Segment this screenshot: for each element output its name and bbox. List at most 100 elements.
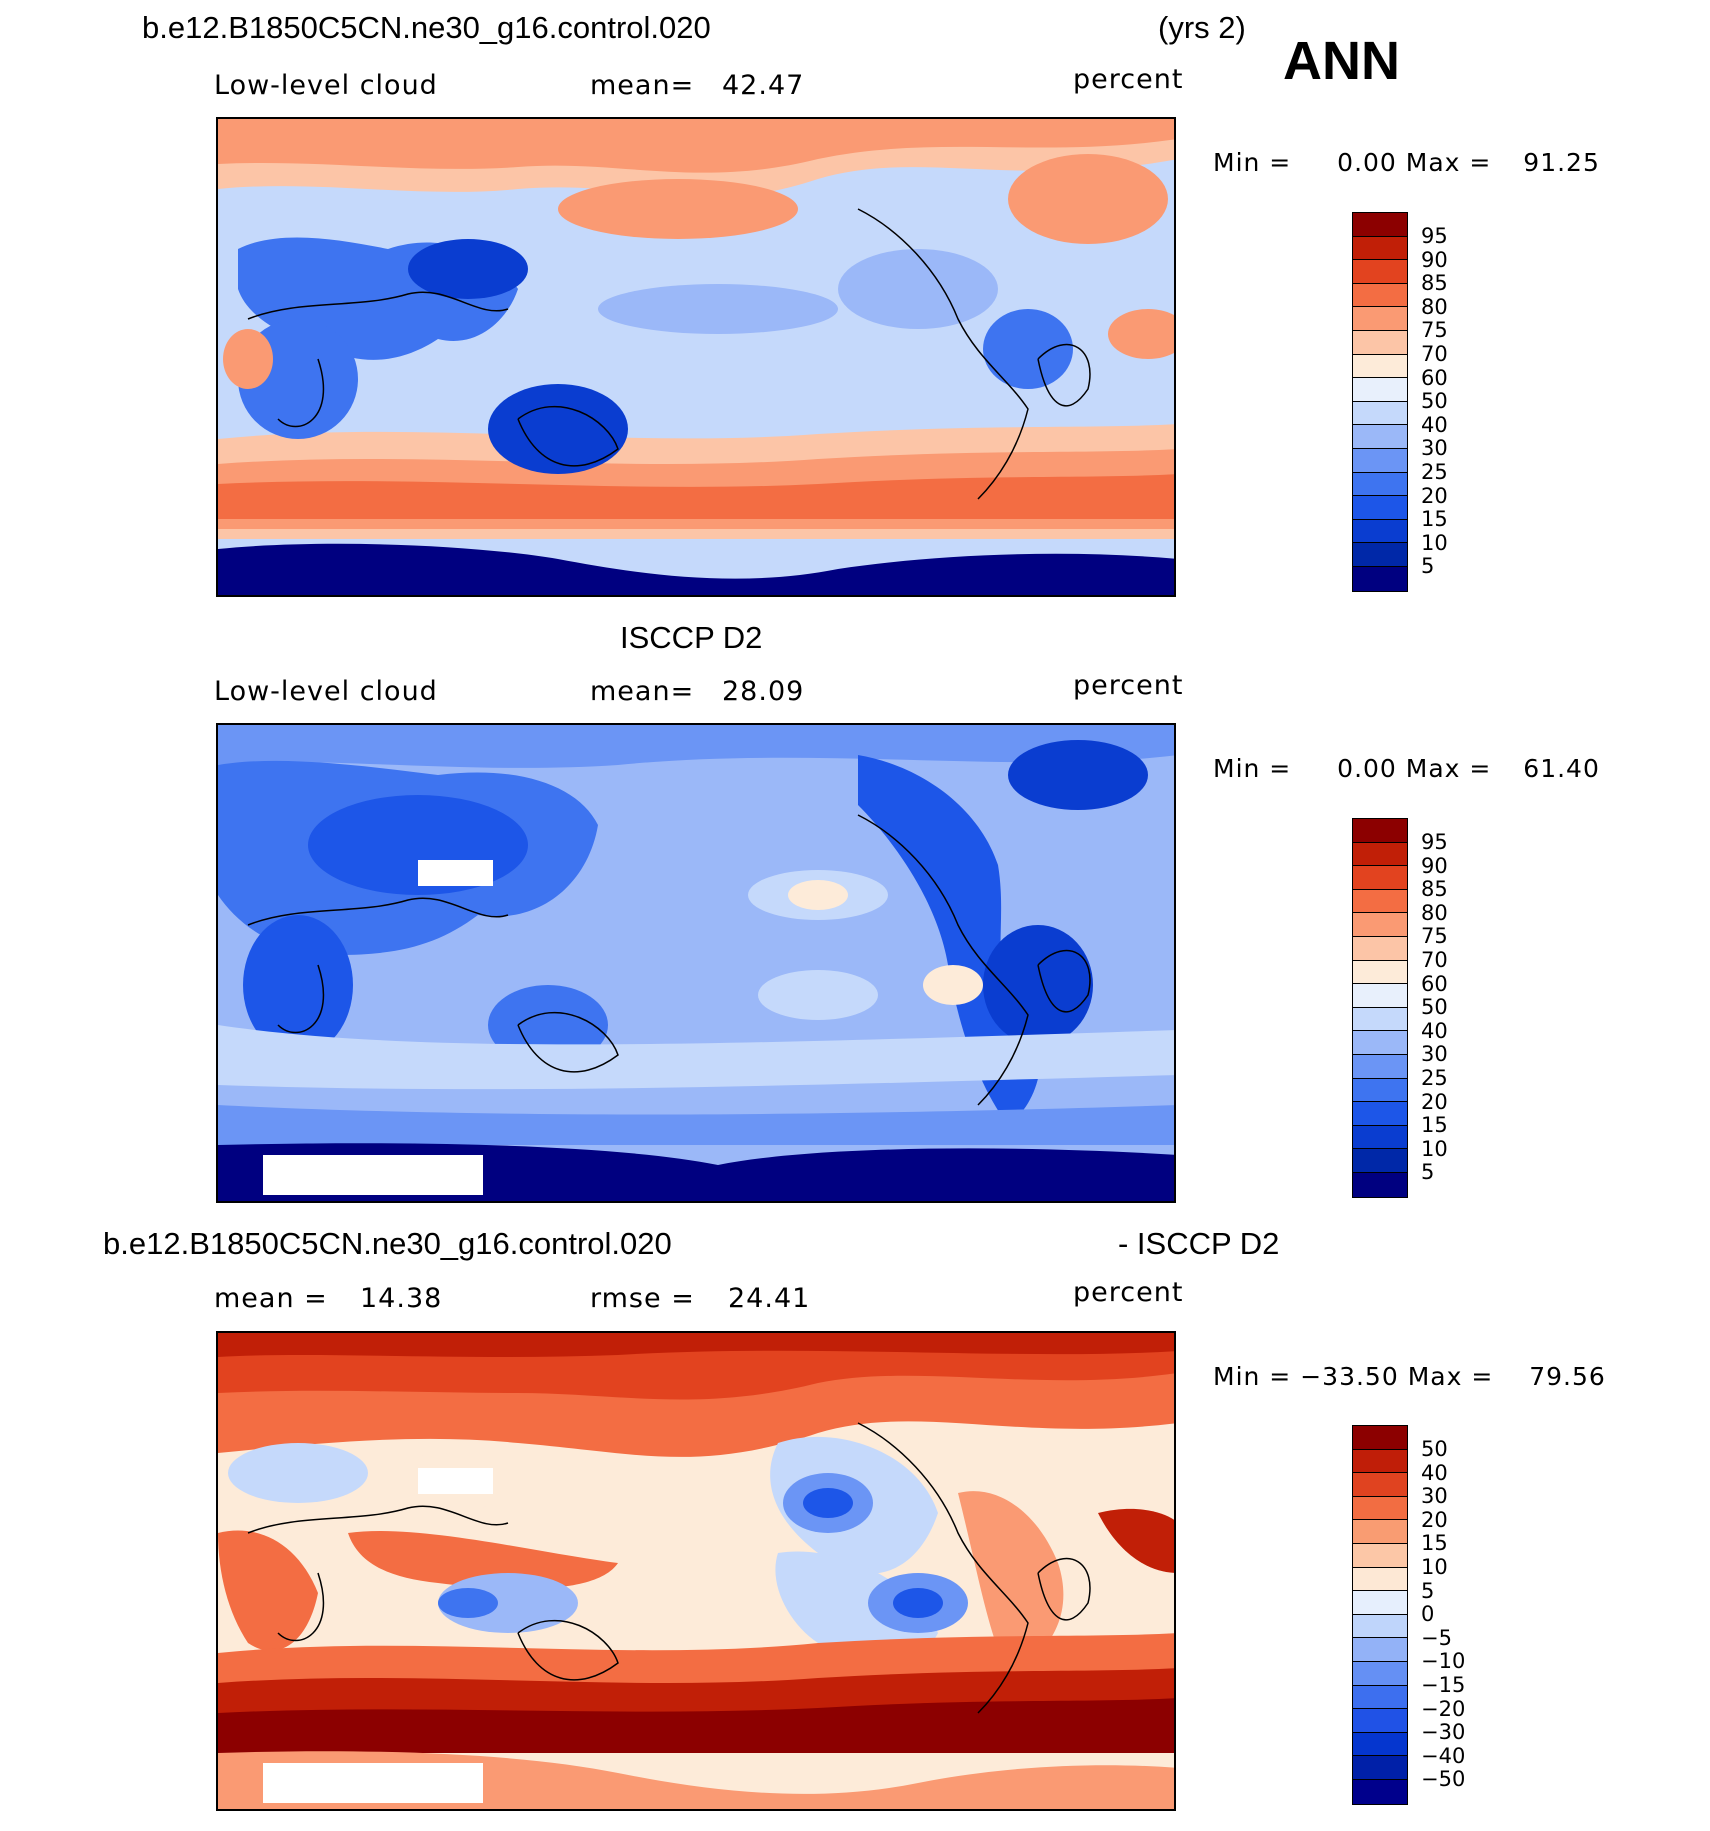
colorbar-swatch [1353,496,1407,520]
colorbar-tick-label: 70 [1421,342,1448,366]
colorbar-swatch [1353,1172,1407,1197]
colorbar-swatch [1353,1426,1407,1450]
colorbar-swatch [1353,401,1407,426]
colorbar-swatch [1353,842,1407,867]
years-label: (yrs 2) [1158,10,1246,45]
colorbar-swatch [1353,1031,1407,1055]
panel1-colorbar [1352,212,1408,592]
colorbar-swatch [1353,1543,1407,1568]
panel3-min-value: −33.50 [1300,1362,1399,1391]
colorbar-swatch [1353,1779,1407,1804]
colorbar-swatch [1353,889,1407,914]
colorbar-tick-label: 30 [1421,1042,1448,1067]
colorbar-tick-label: 75 [1421,924,1448,949]
colorbar-swatch [1353,1756,1407,1780]
panel2-mean-label: mean= [590,676,695,707]
panel3-rmse-label: rmse = [590,1283,695,1314]
panel3-mean-label: mean = [214,1283,328,1314]
colorbar-tick-label: 15 [1421,1531,1448,1556]
colorbar-tick-label: 30 [1421,1484,1448,1509]
colorbar-swatch [1353,1567,1407,1592]
run-title: b.e12.B1850C5CN.ne30_g16.control.020 [142,10,711,45]
colorbar-tick-label: 20 [1421,1507,1448,1532]
colorbar-tick-label: 90 [1421,247,1448,272]
panel3-colorbar [1352,1425,1408,1805]
season-label: ANN [1283,31,1400,91]
panel2-variable: Low-level cloud [214,676,438,707]
colorbar-swatch [1353,1007,1407,1032]
colorbar-tick-label: 15 [1421,507,1448,532]
panel3-max-label: Max = [1407,1362,1494,1391]
panel2-map [216,723,1176,1203]
colorbar-tick-label: 60 [1421,365,1448,390]
colorbar-swatch [1353,1149,1407,1173]
colorbar-swatch [1353,1732,1407,1757]
colorbar-tick-label: 5 [1421,554,1435,579]
colorbar-tick-label: 60 [1421,971,1448,996]
colorbar-swatch [1353,1638,1407,1662]
colorbar-tick-label: 30 [1421,436,1448,461]
panel2-min-label: Min = [1213,754,1292,783]
panel2-colorbar [1352,818,1408,1198]
panel1-units: percent [1073,64,1184,95]
colorbar-swatch [1353,236,1407,261]
colorbar-swatch [1353,913,1407,937]
colorbar-swatch [1353,1591,1407,1615]
colorbar-tick-label: −40 [1421,1743,1466,1768]
colorbar-tick-label: 85 [1421,877,1448,902]
panel3-units: percent [1073,1277,1184,1308]
panel3-title-left: b.e12.B1850C5CN.ne30_g16.control.020 [103,1226,672,1261]
colorbar-tick-label: 80 [1421,294,1448,319]
colorbar-swatch [1353,543,1407,567]
colorbar-tick-label: −20 [1421,1696,1466,1721]
colorbar-swatch [1353,960,1407,985]
colorbar-tick-label: 50 [1421,995,1448,1020]
colorbar-swatch [1353,936,1407,961]
panel2-max-value: 61.40 [1523,754,1600,783]
panel1-variable: Low-level cloud [214,70,438,101]
colorbar-tick-label: 95 [1421,224,1448,248]
panel2-title: ISCCP D2 [620,620,763,655]
colorbar-tick-label: −30 [1421,1720,1466,1745]
colorbar-tick-label: −15 [1421,1673,1466,1697]
panel3-rmse-value: 24.41 [728,1283,811,1314]
colorbar-swatch [1353,307,1407,331]
panel1-min-label: Min = [1213,148,1292,177]
colorbar-tick-label: 40 [1421,1018,1448,1043]
colorbar-swatch [1353,1614,1407,1639]
panel2-max-label: Max = [1405,754,1492,783]
colorbar-swatch [1353,1661,1407,1686]
colorbar-swatch [1353,1125,1407,1150]
colorbar-swatch [1353,866,1407,890]
panel1-min-value: 0.00 [1337,148,1397,177]
colorbar-tick-label: −10 [1421,1649,1466,1674]
colorbar-tick-label: 25 [1421,1066,1448,1090]
panel3-mean-value: 14.38 [360,1283,443,1314]
colorbar-tick-label: 70 [1421,948,1448,972]
colorbar-swatch [1353,472,1407,497]
panel2-mean-value: 28.09 [722,676,805,707]
colorbar-swatch [1353,819,1407,843]
colorbar-swatch [1353,1102,1407,1126]
colorbar-tick-label: 40 [1421,412,1448,437]
colorbar-tick-label: 20 [1421,483,1448,508]
colorbar-swatch [1353,283,1407,308]
panel2-units: percent [1073,670,1184,701]
colorbar-tick-label: −50 [1421,1767,1466,1792]
panel1-max-value: 91.25 [1523,148,1600,177]
colorbar-tick-label: 85 [1421,271,1448,296]
colorbar-tick-label: 5 [1421,1160,1435,1185]
colorbar-tick-label: 75 [1421,318,1448,343]
panel3-title-right: - ISCCP D2 [1118,1226,1280,1261]
colorbar-tick-label: 40 [1421,1460,1448,1485]
colorbar-swatch [1353,448,1407,473]
colorbar-tick-label: 50 [1421,389,1448,414]
colorbar-swatch [1353,1078,1407,1103]
panel1-max-label: Max = [1405,148,1492,177]
colorbar-tick-label: −5 [1421,1625,1452,1650]
colorbar-tick-label: 95 [1421,830,1448,854]
colorbar-tick-label: 25 [1421,460,1448,484]
colorbar-swatch [1353,260,1407,284]
colorbar-swatch [1353,1685,1407,1710]
colorbar-swatch [1353,354,1407,379]
